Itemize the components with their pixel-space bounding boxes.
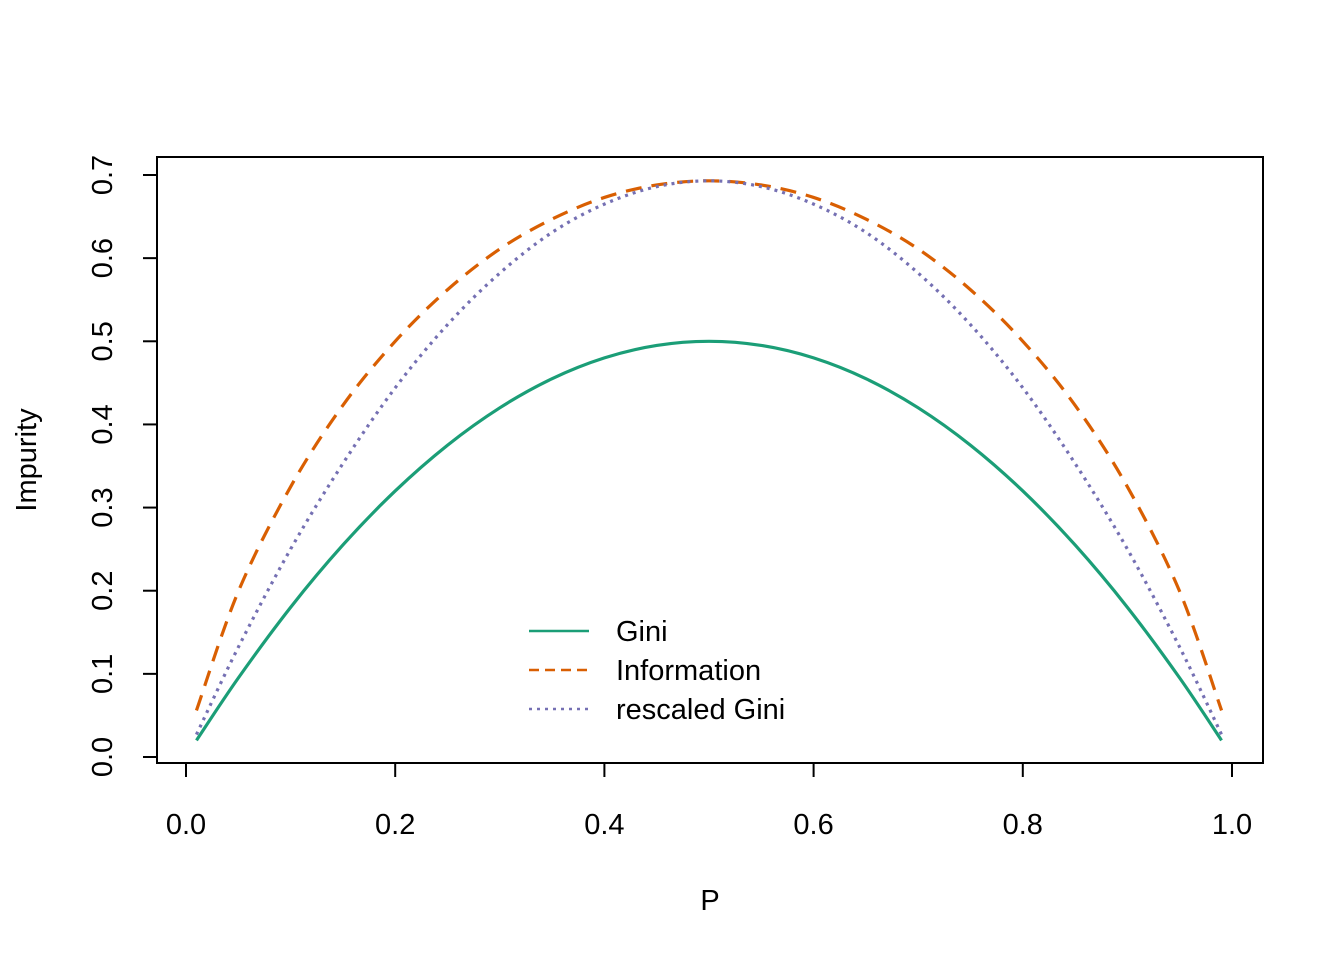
y-tick-label: 0.3 (87, 487, 119, 527)
y-tick-label: 0.1 (87, 654, 119, 694)
y-axis-title: Impurity (11, 408, 43, 512)
x-tick-label: 0.2 (375, 809, 415, 841)
x-tick-label: 1.0 (1212, 809, 1252, 841)
legend-label: Information (616, 655, 761, 687)
x-tick-label: 0.4 (584, 809, 624, 841)
y-axis: 0.0 0.1 0.2 0.3 0.4 0.5 0.6 0.7 (87, 155, 158, 777)
y-tick-label: 0.4 (87, 404, 119, 444)
y-tick-label: 0.2 (87, 571, 119, 611)
y-tick-label: 0.5 (87, 321, 119, 361)
series-layer (194, 179, 1224, 742)
x-axis: 0.0 0.2 0.4 0.6 0.8 1.0 (166, 762, 1252, 841)
x-tick-label: 0.6 (793, 809, 833, 841)
legend: Gini Information rescaled Gini (529, 616, 785, 726)
y-tick-label: 0.7 (87, 155, 119, 195)
x-axis-title: P (700, 885, 719, 917)
series-line-information (194, 179, 1224, 711)
y-tick-label: 0.6 (87, 238, 119, 278)
legend-label: Gini (616, 616, 668, 648)
series-line-gini (195, 339, 1223, 742)
legend-label: rescaled Gini (616, 694, 785, 726)
y-tick-label: 0.0 (87, 737, 119, 777)
x-tick-label: 0.8 (1003, 809, 1043, 841)
x-tick-label: 0.0 (166, 809, 206, 841)
